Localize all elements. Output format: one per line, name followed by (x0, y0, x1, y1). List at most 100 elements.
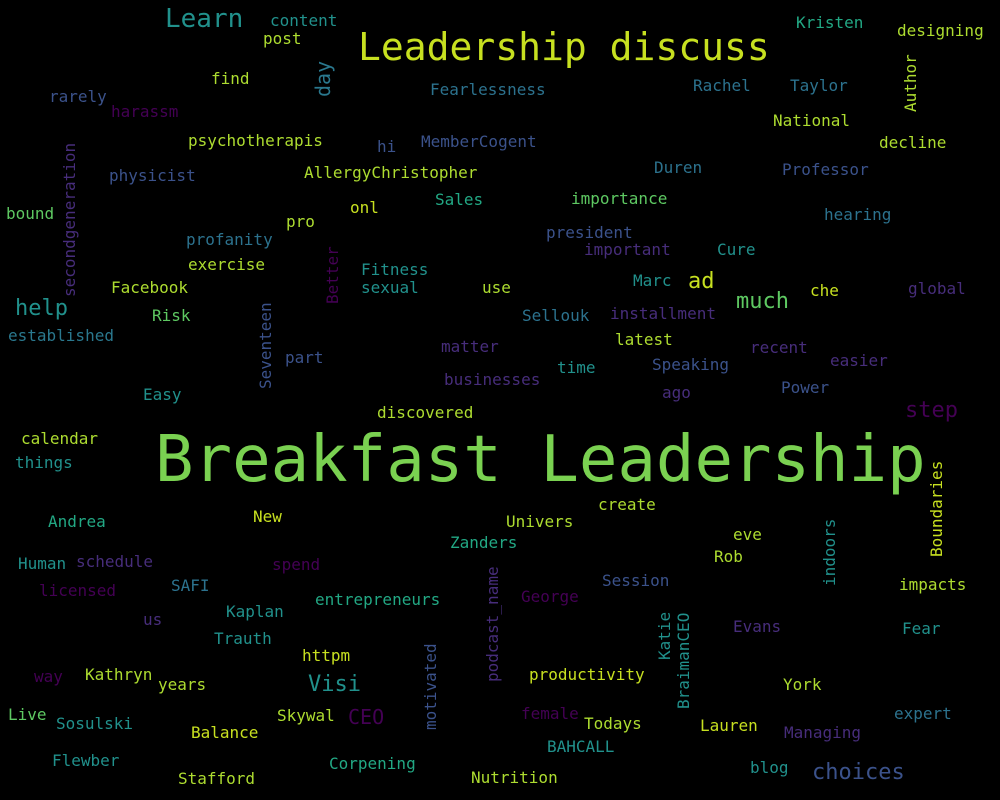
word-latest: latest (615, 330, 673, 349)
word-day: day (311, 60, 335, 97)
word-hearing: hearing (824, 205, 892, 224)
word-learn: Learn (165, 4, 244, 34)
word-facebook: Facebook (111, 278, 189, 297)
word-cure: Cure (717, 240, 756, 259)
word-nutrition: Nutrition (471, 768, 558, 787)
word-allergychristopher: AllergyChristopher (304, 163, 478, 182)
word-httpm: httpm (302, 646, 351, 665)
word-indoors: indoors (820, 518, 839, 586)
word-hi: hi (377, 137, 397, 156)
word-managing: Managing (784, 723, 862, 742)
word-step: step (905, 398, 958, 423)
word-find: find (211, 69, 250, 88)
word-ago: ago (662, 383, 691, 402)
word-things: things (15, 453, 73, 472)
word-better: Better (323, 246, 342, 304)
word-fearlessness: Fearlessness (430, 80, 546, 99)
word-national: National (773, 111, 851, 130)
word-membercogent: MemberCogent (421, 132, 537, 151)
word-rob: Rob (714, 547, 743, 566)
word-rarely: rarely (49, 87, 107, 106)
word-rachel: Rachel (693, 76, 751, 95)
word-expert: expert (894, 704, 952, 723)
word-much: much (736, 289, 789, 314)
word-part: part (285, 348, 324, 367)
word-onl: onl (350, 198, 379, 217)
word-help: help (15, 296, 68, 321)
word-ad: ad (688, 269, 715, 294)
word-physicist: physicist (109, 166, 196, 185)
word-stafford: Stafford (178, 769, 256, 788)
word-global: global (908, 279, 966, 298)
word-york: York (783, 675, 822, 694)
word-safi: SAFI (171, 576, 210, 595)
word-kathryn: Kathryn (85, 665, 153, 684)
word-important: important (584, 240, 671, 259)
word-way: way (34, 667, 63, 686)
word-univers: Univers (506, 512, 574, 531)
word-speaking: Speaking (652, 355, 730, 374)
word-licensed: licensed (39, 581, 117, 600)
word-skywal: Skywal (277, 706, 335, 725)
word-designing: designing (897, 21, 984, 40)
word-seventeen: Seventeen (256, 302, 275, 389)
word-visi: Visi (308, 672, 361, 697)
word-matter: matter (441, 337, 499, 356)
word-braimanceo: BraimanCEO (674, 612, 693, 709)
word-sellouk: Sellouk (522, 306, 590, 325)
word-ceo: CEO (348, 705, 385, 729)
word-fitness: Fitness (361, 260, 429, 279)
word-live: Live (8, 705, 47, 724)
word-session: Session (602, 571, 670, 590)
word-risk: Risk (152, 306, 191, 325)
word-leadership-discuss: Leadership discuss (358, 25, 770, 69)
word-podcast-name: podcast_name (483, 566, 502, 682)
word-exercise: exercise (188, 255, 266, 274)
word-spend: spend (272, 555, 321, 574)
word-use: use (482, 278, 511, 297)
word-us: us (143, 610, 163, 629)
word-psychotherapis: psychotherapis (188, 131, 323, 150)
word-recent: recent (750, 338, 808, 357)
word-harassm: harassm (111, 102, 179, 121)
word-sosulski: Sosulski (56, 714, 134, 733)
word-create: create (598, 495, 656, 514)
word-boundaries: Boundaries (927, 460, 946, 557)
word-todays: Todays (584, 714, 642, 733)
word-blog: blog (750, 758, 789, 777)
word-lauren: Lauren (700, 716, 758, 735)
word-fear: Fear (902, 619, 941, 638)
word-che: che (810, 281, 839, 300)
word-choices: choices (812, 760, 905, 785)
word-installment: installment (610, 304, 716, 323)
word-post: post (263, 29, 302, 48)
word-bahcall: BAHCALL (547, 737, 615, 756)
word-schedule: schedule (76, 552, 154, 571)
word-author: Author (901, 54, 920, 112)
word-kristen: Kristen (796, 13, 864, 32)
word-duren: Duren (654, 158, 703, 177)
word-businesses: businesses (444, 370, 541, 389)
word-professor: Professor (782, 160, 869, 179)
word-taylor: Taylor (790, 76, 848, 95)
word-impacts: impacts (899, 575, 967, 594)
word-marc: Marc (633, 271, 672, 290)
word-corpening: Corpening (329, 754, 416, 773)
word-president: president (546, 223, 633, 242)
word-secondgeneration: secondgeneration (60, 142, 79, 297)
word-productivity: productivity (529, 665, 645, 684)
word-balance: Balance (191, 723, 259, 742)
word-pro: pro (286, 212, 315, 231)
word-new: New (253, 507, 282, 526)
word-evans: Evans (733, 617, 782, 636)
word-sexual: sexual (361, 278, 419, 297)
word-power: Power (781, 378, 830, 397)
word-entrepreneurs: entrepreneurs (315, 590, 441, 609)
word-george: George (521, 587, 579, 606)
word-flewber: Flewber (52, 751, 120, 770)
word-andrea: Andrea (48, 512, 106, 531)
word-easy: Easy (143, 385, 182, 404)
word-years: years (158, 675, 207, 694)
word-zanders: Zanders (450, 533, 518, 552)
word-calendar: calendar (21, 429, 99, 448)
